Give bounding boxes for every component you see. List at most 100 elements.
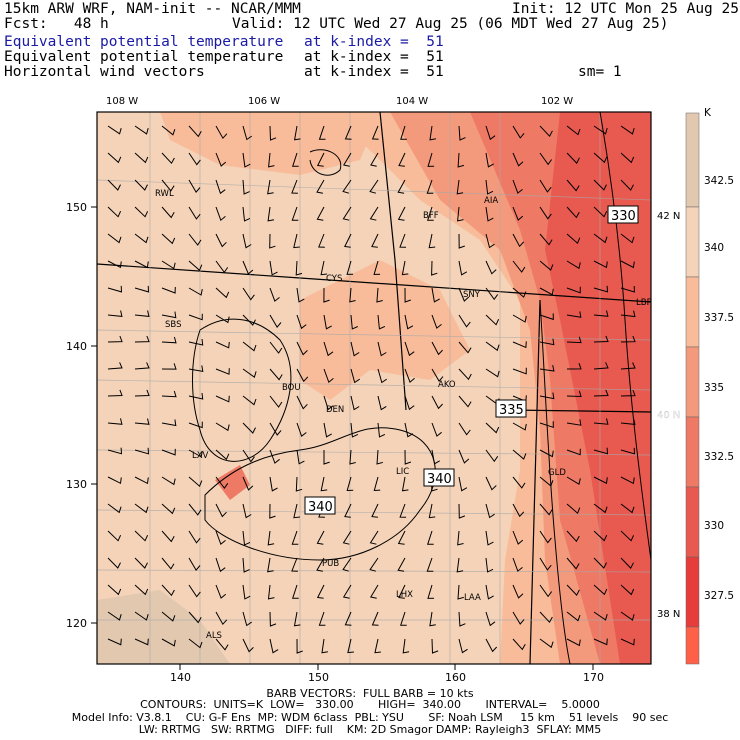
station-bou: BOU bbox=[282, 383, 301, 393]
wind-barb-335 bbox=[512, 557, 523, 572]
wind-barb-300 bbox=[107, 530, 122, 542]
wind-barb-136 bbox=[539, 287, 554, 296]
wind-barb-371 bbox=[400, 611, 407, 626]
wind-barb-96 bbox=[539, 233, 553, 246]
wind-barb-238 bbox=[593, 418, 609, 425]
wind-barb-385 bbox=[242, 638, 254, 653]
wind-barb-19 bbox=[620, 125, 635, 135]
wind-barb-327 bbox=[291, 557, 298, 572]
wind-barb-273 bbox=[458, 476, 468, 492]
wind-barb-318 bbox=[593, 530, 608, 542]
wind-barb-125 bbox=[242, 287, 255, 301]
wind-barb-119 bbox=[620, 260, 635, 269]
wind-barb-112 bbox=[431, 260, 438, 276]
contour-label-340-east: 340 bbox=[427, 472, 452, 487]
wind-barb-252 bbox=[431, 449, 440, 465]
wind-barb-60 bbox=[107, 206, 122, 218]
wind-barb-120 bbox=[107, 285, 123, 293]
wind-barb-75 bbox=[512, 206, 524, 221]
wind-barb-227 bbox=[296, 422, 307, 438]
wind-barb-118 bbox=[593, 260, 608, 269]
wind-barb-274 bbox=[485, 476, 497, 491]
wind-barb-362 bbox=[161, 611, 176, 622]
wind-barb-384 bbox=[215, 638, 229, 651]
wind-barb-315 bbox=[512, 530, 524, 545]
wind-barb-104 bbox=[215, 260, 229, 274]
wind-barb-134 bbox=[485, 287, 499, 301]
wind-barb-292 bbox=[428, 503, 436, 519]
wind-barb-222 bbox=[161, 419, 177, 427]
wind-barb-145 bbox=[242, 314, 256, 326]
wind-barb-299 bbox=[620, 503, 635, 514]
station-laa: LAA bbox=[464, 593, 481, 603]
wind-barb-361 bbox=[134, 611, 149, 621]
lat-label-38n: 38 N bbox=[657, 609, 680, 620]
lon-label-102w: 102 W bbox=[541, 96, 573, 107]
colorbar-label-330: 330 bbox=[704, 520, 724, 532]
wind-barb-109 bbox=[346, 260, 354, 275]
wind-barb-219 bbox=[620, 389, 636, 397]
wind-barb-321 bbox=[134, 557, 148, 569]
wind-barb-166 bbox=[269, 341, 283, 354]
wind-barb-61 bbox=[134, 206, 149, 218]
wind-barb-143 bbox=[188, 313, 203, 321]
lon-label-108w: 108 W bbox=[106, 96, 138, 107]
wind-barb-364 bbox=[215, 611, 228, 626]
wind-barb-398 bbox=[593, 638, 608, 646]
model-info-line-2: LW: RRTMG SW: RRTMG DIFF: full KM: 2D Sm… bbox=[138, 723, 602, 736]
station-cys: CYS bbox=[326, 274, 342, 284]
wind-barb-12 bbox=[429, 125, 436, 141]
wind-barb-388 bbox=[321, 638, 328, 654]
contour-label-330: 330 bbox=[611, 209, 636, 224]
field-1-level: at k-index = 51 bbox=[304, 34, 444, 50]
wind-barb-360 bbox=[107, 611, 122, 621]
wind-barb-263 bbox=[188, 476, 203, 488]
wind-barb-211 bbox=[404, 395, 415, 411]
wind-barb-69 bbox=[342, 206, 352, 221]
wind-barb-0 bbox=[107, 125, 122, 135]
wind-barb-375 bbox=[512, 611, 525, 625]
smoothing-label: sm= 1 bbox=[578, 64, 622, 80]
wind-barb-71 bbox=[397, 206, 406, 221]
wind-barb-184 bbox=[215, 368, 230, 375]
wind-barb-126 bbox=[269, 287, 280, 302]
model-title: 15km ARW WRF, NAM-init -- NCAR/MMM bbox=[4, 1, 301, 17]
wind-barb-30 bbox=[370, 152, 379, 167]
wind-barb-89 bbox=[344, 233, 352, 248]
wind-barb-144 bbox=[215, 314, 230, 324]
field-2-level: at k-index = 51 bbox=[304, 49, 444, 65]
init-time: Init: 12 UTC Mon 25 Aug 25 bbox=[512, 1, 739, 17]
wind-barb-92 bbox=[428, 233, 436, 249]
wind-barb-337 bbox=[566, 557, 580, 570]
wind-barb-394 bbox=[485, 638, 498, 653]
wind-barb-194 bbox=[485, 368, 500, 378]
wind-barb-208 bbox=[323, 395, 334, 411]
wind-barb-56 bbox=[539, 179, 552, 193]
wind-barb-191 bbox=[404, 368, 415, 383]
wind-barb-248 bbox=[323, 450, 330, 465]
wind-barb-350 bbox=[370, 584, 379, 599]
wind-barb-31 bbox=[398, 152, 406, 167]
wind-barb-258 bbox=[593, 447, 609, 455]
wind-barb-245 bbox=[242, 449, 255, 463]
wind-barb-180 bbox=[107, 362, 123, 370]
wind-barb-302 bbox=[161, 530, 175, 543]
wind-barb-233 bbox=[458, 422, 471, 436]
wind-barb-329 bbox=[342, 557, 352, 572]
wind-barb-147 bbox=[296, 314, 307, 330]
wind-barb-284 bbox=[215, 503, 227, 518]
wind-barb-354 bbox=[485, 584, 494, 600]
wind-barb-93 bbox=[458, 233, 465, 249]
wind-barb-220 bbox=[107, 418, 123, 425]
wind-barb-271 bbox=[401, 476, 409, 492]
wind-barb-10 bbox=[371, 125, 379, 140]
wind-barb-341 bbox=[134, 584, 149, 596]
wind-barb-121 bbox=[134, 285, 150, 293]
station-als: ALS bbox=[206, 631, 222, 641]
station-den: DEN bbox=[326, 405, 344, 415]
wind-barb-267 bbox=[295, 476, 303, 492]
wind-barb-395 bbox=[512, 638, 526, 651]
wind-barb-198 bbox=[593, 362, 609, 370]
wind-barb-266 bbox=[269, 476, 278, 492]
wind-barb-228 bbox=[323, 422, 332, 438]
